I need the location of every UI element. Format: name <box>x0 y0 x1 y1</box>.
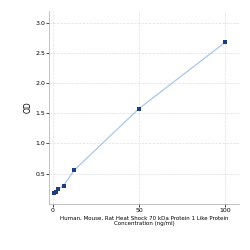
Point <box>137 106 141 110</box>
Point <box>52 192 56 196</box>
Y-axis label: OD: OD <box>24 102 32 113</box>
Point <box>54 190 58 194</box>
Point <box>62 184 66 188</box>
Point <box>56 187 60 191</box>
X-axis label: Human, Mouse, Rat Heat Shock 70 kDa Protein 1 Like Protein
Concentration (ng/ml): Human, Mouse, Rat Heat Shock 70 kDa Prot… <box>60 216 228 226</box>
Point <box>223 40 227 44</box>
Point <box>72 168 76 172</box>
